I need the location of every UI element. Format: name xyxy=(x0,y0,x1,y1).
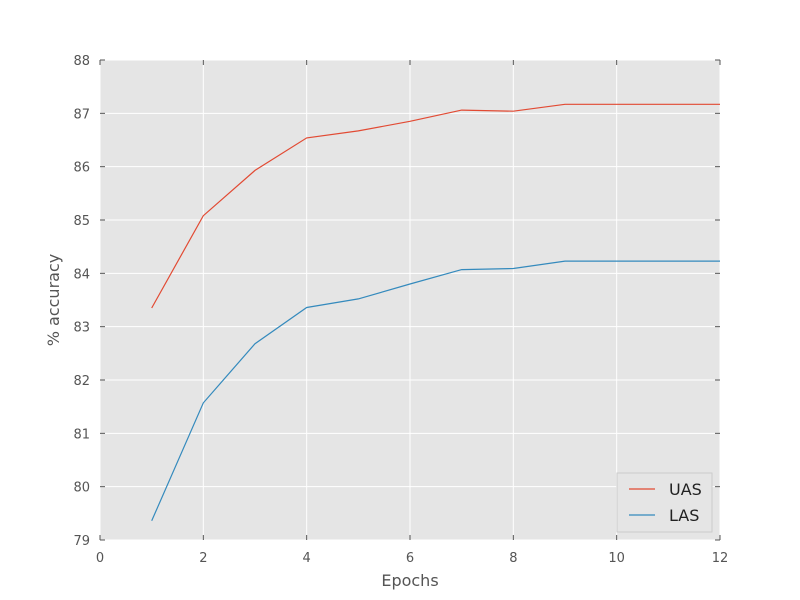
series-line-las xyxy=(151,260,720,522)
y-tick-label: 82 xyxy=(73,374,90,389)
legend-label-uas: UAS xyxy=(669,480,702,499)
y-tick-label: 79 xyxy=(73,534,90,549)
y-tick-label: 84 xyxy=(73,267,90,282)
x-tick-label: 8 xyxy=(509,551,517,566)
y-tick-label: 80 xyxy=(73,481,90,496)
x-tick-label: 10 xyxy=(608,551,625,566)
legend-box xyxy=(616,472,713,533)
series-line-uas xyxy=(151,103,720,309)
y-tick-label: 85 xyxy=(73,214,90,229)
tick-labels: 0 2 4 6 8 10 12 79 80 81 82 83 84 85 86 87 88 xyxy=(73,54,728,566)
series-layer xyxy=(151,103,720,522)
x-tick-label: 0 xyxy=(96,551,104,566)
axis-ticks xyxy=(99,59,721,541)
y-tick-label: 86 xyxy=(73,161,90,176)
x-tick-label: 12 xyxy=(712,551,729,566)
legend: UAS LAS xyxy=(616,472,713,533)
y-tick-label: 83 xyxy=(73,321,90,336)
y-axis-title: % accuracy xyxy=(44,254,63,346)
y-tick-label: 88 xyxy=(73,54,90,69)
y-tick-label: 81 xyxy=(73,427,90,442)
x-axis-title: Epochs xyxy=(381,571,438,590)
x-tick-label: 2 xyxy=(199,551,207,566)
legend-label-las: LAS xyxy=(669,506,699,525)
x-tick-label: 6 xyxy=(406,551,414,566)
y-tick-label: 87 xyxy=(73,107,90,122)
x-tick-label: 4 xyxy=(303,551,311,566)
